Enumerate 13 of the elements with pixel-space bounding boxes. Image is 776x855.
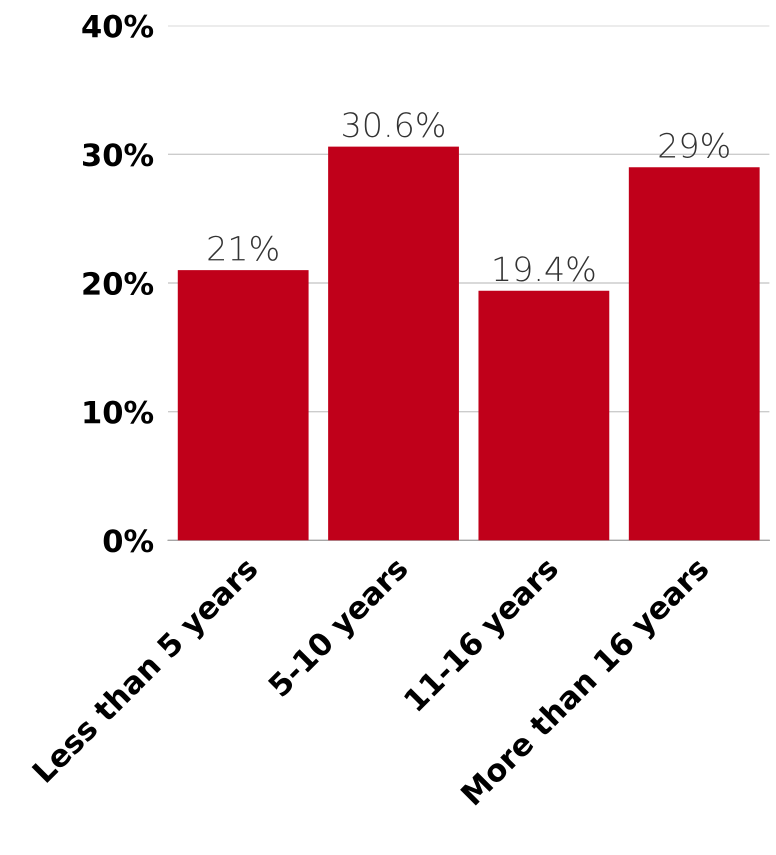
- y-tick-label: 30%: [83, 143, 154, 166]
- data-label: 19.4%: [494, 256, 594, 282]
- y-tick-label: 10%: [84, 400, 154, 424]
- bar: [478, 290, 610, 540]
- bar: [328, 146, 459, 540]
- data-label: 30.6%: [343, 112, 444, 138]
- bar: [178, 270, 309, 540]
- data-label: 21%: [208, 236, 278, 261]
- y-tick-label: 0%: [104, 529, 154, 552]
- data-label: 29%: [659, 132, 729, 158]
- bar: [628, 167, 760, 540]
- y-tick-label: 20%: [83, 272, 154, 296]
- y-tick-label: 40%: [82, 14, 154, 38]
